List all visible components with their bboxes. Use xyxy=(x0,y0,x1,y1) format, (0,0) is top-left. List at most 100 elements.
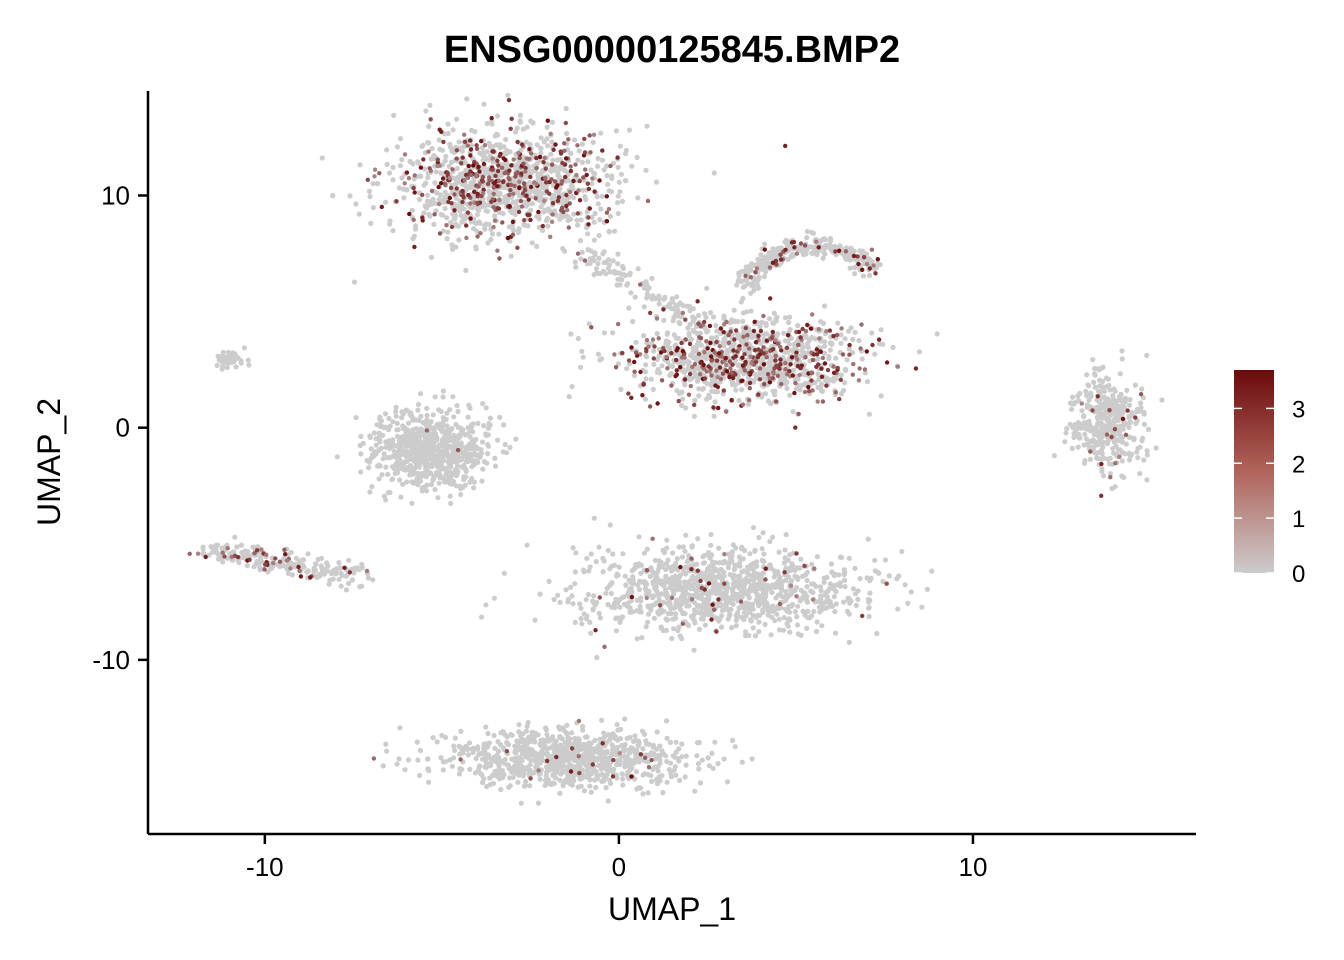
cell-point xyxy=(597,615,604,621)
cell-point xyxy=(698,342,704,348)
cell-point xyxy=(505,197,511,203)
cell-point xyxy=(583,597,589,603)
cell-point xyxy=(691,413,698,419)
cell-point xyxy=(762,331,768,337)
cell-point xyxy=(746,609,753,615)
cell-point xyxy=(524,723,530,730)
cell-point xyxy=(399,409,405,415)
cell-point xyxy=(746,566,752,572)
cell-point xyxy=(397,477,403,483)
cell-point xyxy=(844,608,851,615)
cell-point xyxy=(759,319,765,325)
cell-point xyxy=(611,268,618,274)
cell-point xyxy=(773,316,779,322)
cell-point xyxy=(852,271,858,277)
cell-point xyxy=(690,345,696,351)
cell-point xyxy=(410,427,416,433)
cell-point xyxy=(648,568,655,574)
cell-point xyxy=(607,269,613,275)
cell-point xyxy=(703,314,709,320)
cell-point xyxy=(583,196,589,203)
cell-point xyxy=(761,551,767,557)
cell-point xyxy=(784,385,790,391)
cell-point xyxy=(878,327,884,333)
cell-point xyxy=(760,609,766,616)
cell-point xyxy=(696,626,703,632)
cell-point xyxy=(239,554,245,561)
cell-point xyxy=(338,583,344,589)
cell-point xyxy=(311,569,317,575)
cell-point xyxy=(752,280,758,286)
cell-point xyxy=(414,739,420,745)
cell-point xyxy=(482,156,488,162)
cell-point xyxy=(673,739,679,745)
cell-point xyxy=(713,322,719,329)
cell-point xyxy=(750,575,756,581)
cell-point xyxy=(798,556,804,562)
cell-point xyxy=(767,586,773,592)
cell-point xyxy=(334,454,340,460)
cell-point xyxy=(418,471,424,477)
cell-point xyxy=(1087,456,1093,462)
cell-point xyxy=(444,438,451,444)
cell-point xyxy=(539,227,546,233)
cell-point xyxy=(551,194,558,200)
cell-point xyxy=(890,344,896,350)
cell-point xyxy=(584,613,590,619)
cell-point xyxy=(424,458,430,464)
cell-point xyxy=(578,256,584,262)
cell-point xyxy=(347,193,353,199)
cell-point xyxy=(771,310,777,316)
cell-point xyxy=(766,253,772,259)
cell-point xyxy=(783,588,789,595)
cell-point xyxy=(454,175,460,181)
cell-point xyxy=(749,756,755,762)
cell-point xyxy=(592,171,598,177)
cell-point xyxy=(571,137,578,143)
cell-point xyxy=(632,733,638,739)
cell-point xyxy=(518,800,524,806)
cell-point xyxy=(730,589,736,595)
cell-point xyxy=(338,570,344,576)
cell-point xyxy=(588,167,594,173)
cell-point xyxy=(538,743,544,749)
cell-point xyxy=(705,755,711,761)
cell-point xyxy=(733,623,739,629)
cell-point xyxy=(1119,424,1125,431)
cell-point xyxy=(317,573,323,579)
cell-point xyxy=(696,602,702,609)
cell-point xyxy=(403,443,409,450)
cell-point xyxy=(486,190,493,196)
cell-point xyxy=(733,580,739,586)
cell-point xyxy=(1091,379,1097,385)
cell-point xyxy=(437,426,443,432)
cell-point xyxy=(423,108,429,114)
cell-point xyxy=(514,125,520,131)
cell-point xyxy=(579,249,585,255)
cell-point xyxy=(761,373,767,379)
cell-point xyxy=(664,779,670,785)
cell-point xyxy=(444,423,450,429)
cell-point xyxy=(481,423,487,429)
cell-point xyxy=(541,139,547,145)
cell-point xyxy=(391,112,397,118)
cell-point xyxy=(864,379,871,385)
cell-point xyxy=(370,205,376,211)
cell-point xyxy=(483,208,489,214)
cell-point xyxy=(794,584,800,591)
cell-point xyxy=(694,753,700,759)
cell-point xyxy=(754,563,760,569)
cell-point xyxy=(795,246,801,252)
cell-point xyxy=(470,178,477,184)
cell-point xyxy=(487,144,493,150)
cell-point xyxy=(423,474,429,480)
cell-point xyxy=(424,482,430,488)
cell-point xyxy=(1092,371,1098,377)
cell-point xyxy=(458,455,464,461)
cell-point xyxy=(844,357,850,363)
cell-point xyxy=(1106,461,1112,467)
cell-point xyxy=(596,232,602,239)
cell-point xyxy=(400,423,406,429)
cell-point xyxy=(643,624,649,630)
cell-point xyxy=(442,158,448,164)
